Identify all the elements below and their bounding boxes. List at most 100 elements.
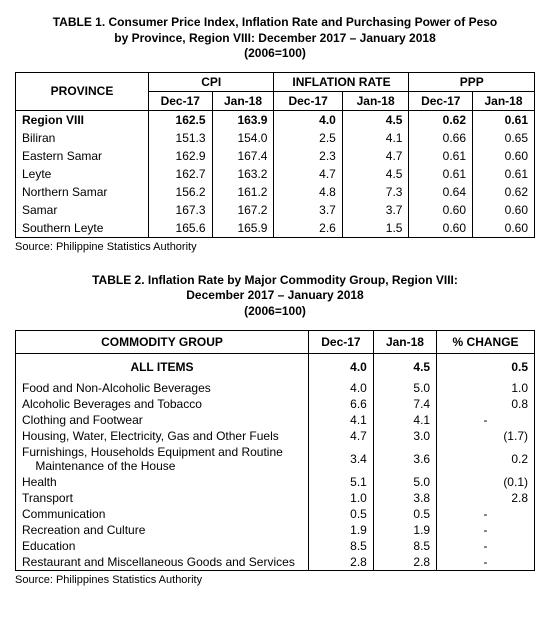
table-row: Furnishings, Households Equipment and Ro… bbox=[16, 444, 535, 475]
table1-title-line3: (2006=100) bbox=[244, 46, 306, 60]
cell-change: - bbox=[437, 412, 535, 428]
th-group: COMMODITY GROUP bbox=[16, 330, 309, 353]
cell-inf-dec: 2.5 bbox=[274, 129, 342, 147]
table2: COMMODITY GROUP Dec-17 Jan-18 % CHANGE A… bbox=[15, 330, 535, 572]
cell-jan: 2.8 bbox=[373, 554, 436, 571]
cell-province: Region VIII bbox=[16, 110, 149, 129]
cell-ppp-jan: 0.60 bbox=[473, 219, 535, 238]
cell-group: Alcoholic Beverages and Tobacco bbox=[16, 396, 309, 412]
table1-title: TABLE 1. Consumer Price Index, Inflation… bbox=[15, 15, 535, 62]
cell-inf-jan: 4.5 bbox=[342, 165, 409, 183]
cell-group: ALL ITEMS bbox=[16, 353, 309, 380]
cell-cpi-jan: 167.2 bbox=[212, 201, 274, 219]
cell-cpi-dec: 165.6 bbox=[149, 219, 213, 238]
cell-jan: 4.5 bbox=[373, 353, 436, 380]
cell-province: Southern Leyte bbox=[16, 219, 149, 238]
cell-group: Housing, Water, Electricity, Gas and Oth… bbox=[16, 428, 309, 444]
cell-cpi-jan: 165.9 bbox=[212, 219, 274, 238]
cell-inf-jan: 7.3 bbox=[342, 183, 409, 201]
cell-change: 2.8 bbox=[437, 490, 535, 506]
cell-inf-dec: 4.0 bbox=[274, 110, 342, 129]
cell-change: 0.2 bbox=[437, 444, 535, 475]
table-row: Samar167.3167.23.73.70.600.60 bbox=[16, 201, 535, 219]
cell-group: Health bbox=[16, 474, 309, 490]
th-cpi: CPI bbox=[149, 72, 274, 91]
cell-group: Clothing and Footwear bbox=[16, 412, 309, 428]
table2-title-line2: December 2017 – January 2018 bbox=[186, 288, 363, 302]
cell-change: 1.0 bbox=[437, 380, 535, 396]
cell-province: Samar bbox=[16, 201, 149, 219]
table-row: Transport1.03.82.8 bbox=[16, 490, 535, 506]
cell-jan: 3.0 bbox=[373, 428, 436, 444]
cell-cpi-dec: 162.9 bbox=[149, 147, 213, 165]
cell-ppp-dec: 0.60 bbox=[409, 219, 473, 238]
th-inflation: INFLATION RATE bbox=[274, 72, 409, 91]
table2-title-line3: (2006=100) bbox=[244, 304, 306, 318]
table1: PROVINCE CPI INFLATION RATE PPP Dec-17 J… bbox=[15, 72, 535, 238]
cell-change: - bbox=[437, 554, 535, 571]
table-row: Education8.58.5- bbox=[16, 538, 535, 554]
th-inf-jan: Jan-18 bbox=[342, 91, 409, 110]
cell-change: 0.8 bbox=[437, 396, 535, 412]
cell-group: Transport bbox=[16, 490, 309, 506]
cell-province: Leyte bbox=[16, 165, 149, 183]
th-cpi-dec: Dec-17 bbox=[149, 91, 213, 110]
cell-cpi-jan: 163.9 bbox=[212, 110, 274, 129]
cell-province: Biliran bbox=[16, 129, 149, 147]
cell-inf-dec: 2.6 bbox=[274, 219, 342, 238]
table1-title-line2: by Province, Region VIII: December 2017 … bbox=[114, 31, 436, 45]
th-cpi-jan: Jan-18 bbox=[212, 91, 274, 110]
cell-dec: 4.7 bbox=[309, 428, 374, 444]
table2-title-line1: TABLE 2. Inflation Rate by Major Commodi… bbox=[92, 273, 458, 287]
table-row: Recreation and Culture1.91.9- bbox=[16, 522, 535, 538]
cell-jan: 1.9 bbox=[373, 522, 436, 538]
th-dec17: Dec-17 bbox=[309, 330, 374, 353]
cell-ppp-jan: 0.61 bbox=[473, 110, 535, 129]
cell-dec: 1.0 bbox=[309, 490, 374, 506]
table-row: Restaurant and Miscellaneous Goods and S… bbox=[16, 554, 535, 571]
cell-inf-dec: 4.8 bbox=[274, 183, 342, 201]
th-ppp: PPP bbox=[409, 72, 535, 91]
cell-cpi-jan: 167.4 bbox=[212, 147, 274, 165]
cell-change: (1.7) bbox=[437, 428, 535, 444]
cell-jan: 5.0 bbox=[373, 474, 436, 490]
cell-ppp-dec: 0.61 bbox=[409, 147, 473, 165]
cell-change: - bbox=[437, 538, 535, 554]
cell-cpi-jan: 154.0 bbox=[212, 129, 274, 147]
table-row: Alcoholic Beverages and Tobacco6.67.40.8 bbox=[16, 396, 535, 412]
cell-inf-jan: 3.7 bbox=[342, 201, 409, 219]
cell-ppp-dec: 0.64 bbox=[409, 183, 473, 201]
cell-dec: 4.0 bbox=[309, 380, 374, 396]
table-row: Region VIII162.5163.94.04.50.620.61 bbox=[16, 110, 535, 129]
th-province: PROVINCE bbox=[16, 72, 149, 110]
cell-group: Restaurant and Miscellaneous Goods and S… bbox=[16, 554, 309, 571]
cell-dec: 0.5 bbox=[309, 506, 374, 522]
cell-jan: 5.0 bbox=[373, 380, 436, 396]
th-jan18: Jan-18 bbox=[373, 330, 436, 353]
cell-dec: 1.9 bbox=[309, 522, 374, 538]
cell-cpi-dec: 167.3 bbox=[149, 201, 213, 219]
table1-source: Source: Philippine Statistics Authority bbox=[15, 241, 535, 253]
table1-title-line1: TABLE 1. Consumer Price Index, Inflation… bbox=[53, 15, 498, 29]
cell-change: - bbox=[437, 522, 535, 538]
cell-cpi-jan: 163.2 bbox=[212, 165, 274, 183]
cell-jan: 3.6 bbox=[373, 444, 436, 475]
th-ppp-dec: Dec-17 bbox=[409, 91, 473, 110]
cell-dec: 8.5 bbox=[309, 538, 374, 554]
cell-inf-dec: 2.3 bbox=[274, 147, 342, 165]
cell-cpi-dec: 162.5 bbox=[149, 110, 213, 129]
cell-inf-jan: 4.1 bbox=[342, 129, 409, 147]
th-ppp-jan: Jan-18 bbox=[473, 91, 535, 110]
cell-inf-jan: 4.7 bbox=[342, 147, 409, 165]
table-row: Biliran151.3154.02.54.10.660.65 bbox=[16, 129, 535, 147]
cell-ppp-jan: 0.60 bbox=[473, 201, 535, 219]
all-items-row: ALL ITEMS4.04.50.5 bbox=[16, 353, 535, 380]
cell-inf-jan: 1.5 bbox=[342, 219, 409, 238]
cell-cpi-dec: 151.3 bbox=[149, 129, 213, 147]
cell-province: Eastern Samar bbox=[16, 147, 149, 165]
cell-ppp-jan: 0.62 bbox=[473, 183, 535, 201]
cell-ppp-jan: 0.65 bbox=[473, 129, 535, 147]
table-row: Communication0.50.5- bbox=[16, 506, 535, 522]
cell-ppp-jan: 0.60 bbox=[473, 147, 535, 165]
cell-group: Furnishings, Households Equipment and Ro… bbox=[16, 444, 309, 475]
